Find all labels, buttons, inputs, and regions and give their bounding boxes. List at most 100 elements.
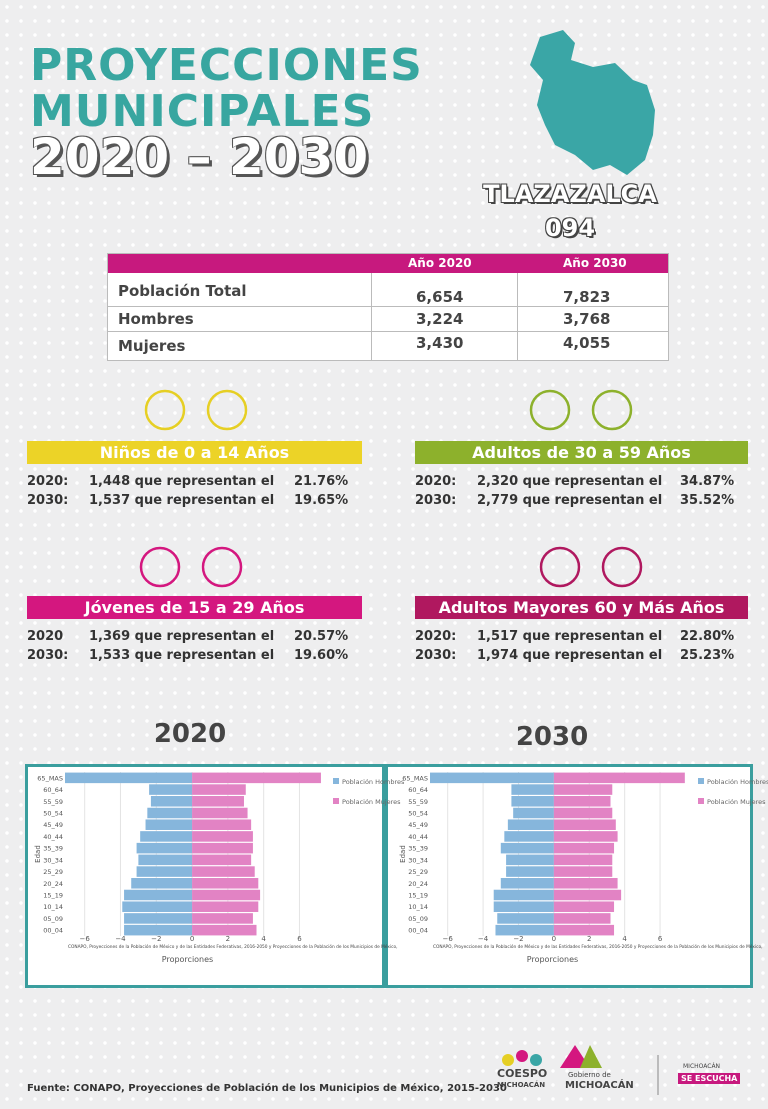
bar	[192, 819, 252, 830]
source: Fuente: CONAPO, Proyecciones de Població…	[27, 1083, 507, 1094]
bar	[553, 842, 615, 854]
row-label: Mujeres	[118, 337, 186, 355]
x-tick-label: −6	[443, 935, 454, 943]
bar	[192, 889, 261, 901]
y-tick-label: 30_34	[408, 856, 428, 864]
table-header	[108, 254, 668, 273]
bar	[507, 819, 554, 830]
bar	[553, 901, 615, 912]
group-percent: 19.65%	[294, 493, 349, 508]
bar	[122, 901, 193, 912]
bar	[192, 807, 248, 819]
bar	[493, 889, 554, 901]
bar	[500, 878, 554, 889]
y-tick-label: 10_14	[43, 903, 63, 911]
group-count: 2,779 que representan el	[477, 493, 663, 508]
x-tick-label: 6	[297, 935, 302, 943]
note: CONAPO, Proyecciones de la Población de …	[68, 943, 397, 950]
municipality: TLAZAZALCA	[483, 180, 657, 208]
legend-swatch	[698, 798, 704, 804]
group-year: 2020:	[415, 474, 457, 489]
group-title: Jóvenes de 15 a 29 Años	[27, 596, 362, 619]
x-tick-label: 0	[190, 935, 194, 943]
y-tick-label: 20_24	[43, 880, 63, 888]
y-tick-label: 20_24	[408, 880, 428, 888]
note: CONAPO, Proyecciones de la Población de …	[433, 943, 762, 950]
logo-text: Gobierno de	[568, 1071, 611, 1079]
bar	[495, 924, 554, 936]
y-tick-label: 10_14	[408, 903, 428, 911]
chart-title: 2020	[154, 719, 226, 749]
group-count: 1,974 que representan el	[477, 648, 663, 663]
bar	[553, 807, 613, 819]
group-percent: 19.60%	[294, 648, 349, 663]
x-tick-label: 4	[261, 935, 266, 943]
bar	[493, 901, 554, 912]
x-tick-label: −6	[80, 935, 91, 943]
bar	[192, 924, 257, 936]
bar	[192, 772, 321, 784]
y-tick-label: 55_59	[43, 798, 63, 806]
y-tick-label: 40_44	[43, 833, 63, 841]
y-tick-label: 15_19	[43, 892, 63, 900]
legend-swatch	[333, 798, 339, 804]
col-head: Año 2030	[563, 256, 627, 270]
bar	[192, 866, 255, 877]
bar	[192, 784, 246, 795]
y-tick-label: 45_49	[408, 821, 428, 829]
logo-text: SE ESCUCHA	[678, 1073, 741, 1084]
cell: 7,823	[563, 288, 611, 306]
y-tick-label: 35_39	[408, 845, 428, 853]
y-tick-label: 00_04	[408, 927, 428, 935]
legend-label: Población Hombres	[707, 778, 768, 786]
bar	[147, 807, 193, 819]
group-percent: 21.76%	[294, 474, 349, 489]
bar	[192, 831, 253, 842]
group-year: 2030:	[27, 648, 69, 663]
legend-label: Población Mujeres	[707, 798, 766, 806]
y-axis-title: Edad	[34, 845, 42, 863]
x-tick-label: 2	[226, 935, 230, 943]
bar	[553, 878, 618, 889]
bar	[553, 772, 685, 784]
bar	[553, 913, 611, 924]
y-tick-label: 30_34	[43, 856, 63, 864]
bar	[192, 878, 259, 889]
bar	[506, 866, 554, 877]
bar	[145, 819, 193, 830]
group-percent: 20.57%	[294, 629, 349, 644]
x-tick-label: 2	[587, 935, 591, 943]
legend-label: Población Hombres	[342, 778, 405, 786]
y-tick-label: 50_54	[43, 810, 63, 818]
bar	[553, 866, 613, 877]
bar	[553, 784, 613, 795]
bar	[553, 831, 618, 842]
legend-swatch	[698, 778, 704, 784]
y-tick-label: 25_29	[408, 868, 428, 876]
bar	[150, 796, 193, 807]
y-tick-label: 25_29	[43, 868, 63, 876]
bar	[192, 796, 244, 807]
row-label: Población Total	[118, 282, 247, 300]
y-tick-label: 40_44	[408, 833, 428, 841]
bar	[511, 796, 554, 807]
y-tick-label: 05_09	[43, 915, 63, 923]
y-axis-title: Edad	[399, 845, 407, 863]
logo-text: MICHOACÁN	[683, 1063, 721, 1070]
bar	[511, 784, 554, 795]
bar	[192, 913, 253, 924]
group-title: Niños de 0 a 14 Años	[27, 441, 362, 464]
chart-title: 2030	[516, 722, 588, 752]
x-tick-label: 4	[622, 935, 627, 943]
map	[530, 30, 655, 175]
bar	[497, 913, 554, 924]
x-tick-label: −2	[513, 935, 523, 943]
logo-mark	[502, 1045, 602, 1068]
y-tick-label: 45_49	[43, 821, 63, 829]
bar	[553, 924, 615, 936]
x-tick-label: 0	[552, 935, 556, 943]
bar	[124, 924, 193, 936]
col-head: Año 2020	[408, 256, 472, 270]
y-tick-label: 65_MAS	[37, 774, 63, 782]
